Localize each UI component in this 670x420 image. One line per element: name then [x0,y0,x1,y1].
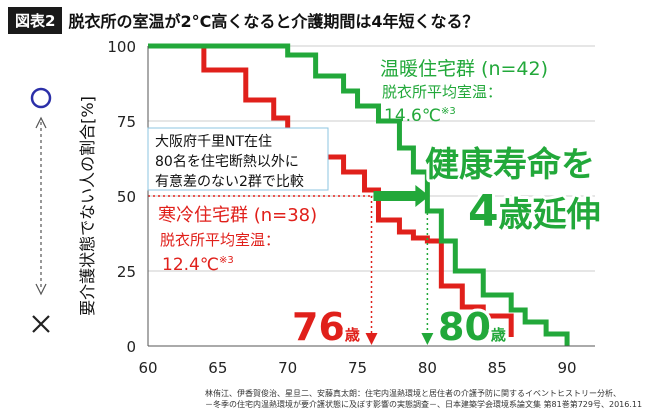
lifespan-arrow [373,185,430,207]
note-line: 有意差のない2群で比較 [155,173,304,190]
y-tick-label: 100 [107,38,136,56]
note-line: 大阪府千里NT在住 [155,134,272,150]
y-tick-label: 25 [117,263,136,281]
age-label-warm: 80歳 [438,305,506,349]
note-line: 80名を住宅断熱以外に [155,154,299,170]
citation: 林侑江、伊香賀俊治、星旦二、安藤真太朗：住宅内温熱環境と居住者の介護予防に関する… [205,388,642,410]
warm-room-label: 脱衣所平均室温： [382,83,502,101]
y-tick-label: 0 [126,338,136,356]
cold-group-label: 寒冷住宅群 (n=38) [158,205,317,226]
arrow-down-icon [35,283,47,296]
y-tick-label: 75 [117,113,136,131]
x-tick-label: 75 [348,359,367,377]
x-tick-label: 65 [208,359,227,377]
figure-tag: 図表2 [8,6,63,34]
age-label-cold: 76歳 [292,305,360,349]
page-title: 脱衣所の室温が2°C高くなると介護期間は4年短くなる？ [68,12,479,31]
headline-line-1: 健康寿命を [425,145,595,185]
warm-temp-label: 14.6℃※3 [384,106,456,126]
citation-line: 林侑江、伊香賀俊治、星旦二、安藤真太朗：住宅内温熱環境と居住者の介護予防に関する… [205,389,621,398]
title-bar: 図表2 脱衣所の室温が2°C高くなると介護期間は4年短くなる？ [8,6,478,34]
y-tick-label: 50 [117,188,136,206]
y-axis-title: 要介護状態でない人の割合[%] [78,96,97,316]
x-tick-label: 60 [138,359,157,377]
headline-line-2: 4歳延伸 [468,186,601,237]
cold-temp-label: 12.4℃※3 [162,255,234,275]
x-tick-label: 70 [278,359,297,377]
citation-line: －冬季の住宅内温熱環境が要介護状態に及ぼす影響の実態調査－、日本建築学会環境系論… [205,400,643,409]
series-line-warm [148,43,570,346]
warm-group-label: 温暖住宅群 (n=42) [380,58,548,80]
x-tick-label: 80 [418,359,437,377]
series-line-cold [148,43,514,337]
arrow-up-icon [35,116,47,129]
x-tick-label: 90 [558,359,577,377]
cold-room-label: 脱衣所平均室温： [160,231,280,249]
note-box [147,127,329,191]
circle-mark [30,87,52,109]
cross-mark [32,315,50,333]
x-tick-label: 85 [488,359,507,377]
